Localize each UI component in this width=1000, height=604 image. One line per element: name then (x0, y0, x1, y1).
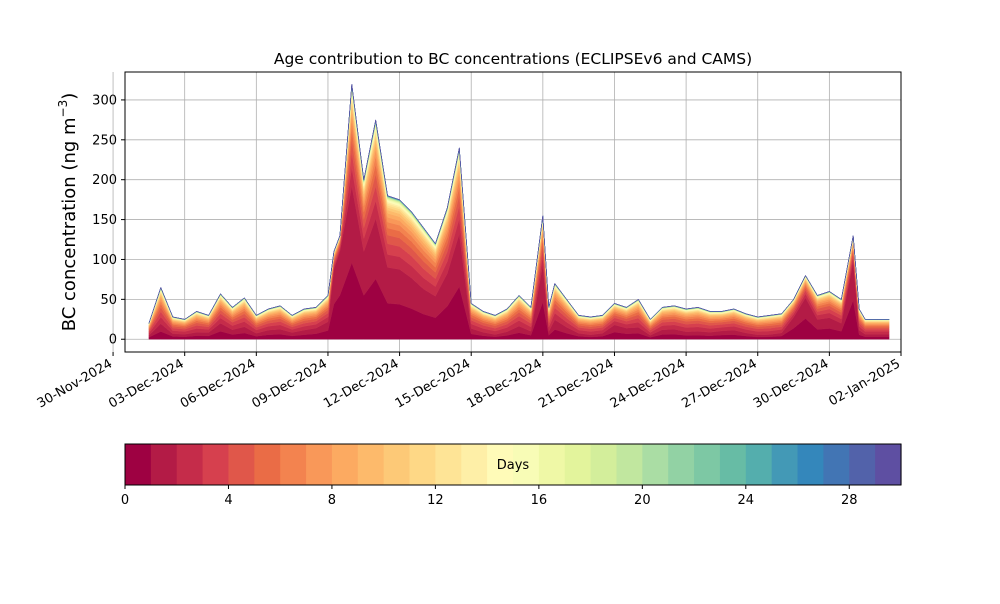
colorbar-swatch-18 (590, 444, 618, 485)
x-tick-label: 21-Dec-2024 (536, 356, 616, 411)
y-tick-label: 250 (92, 133, 117, 148)
colorbar-swatch-29 (875, 444, 902, 485)
y-tick-label: 300 (92, 93, 117, 108)
area-band-day-8 (148, 109, 890, 327)
y-tick-label: 0 (109, 333, 117, 348)
colorbar-swatch-20 (642, 444, 669, 485)
area-band-day-28 (148, 84, 890, 324)
area-band-day-10 (148, 100, 890, 326)
x-tick-label: 27-Dec-2024 (679, 356, 759, 411)
colorbar-tick-label: 16 (531, 493, 548, 508)
x-tick-label: 09-Dec-2024 (250, 356, 330, 411)
colorbar (125, 444, 902, 485)
area-band-day-20 (148, 85, 890, 324)
y-tick-label: 100 (92, 253, 117, 268)
colorbar-swatch-17 (564, 444, 592, 485)
colorbar-swatch-4 (228, 444, 255, 485)
colorbar-swatch-5 (254, 444, 281, 485)
colorbar-swatch-2 (176, 444, 204, 485)
x-tick-label: 06-Dec-2024 (178, 356, 258, 411)
area-band-day-21 (148, 85, 890, 324)
area-band-day-29 (148, 83, 890, 324)
x-tick-label: 30-Dec-2024 (751, 356, 831, 411)
colorbar-swatch-15 (513, 444, 540, 485)
colorbar-swatch-0 (125, 444, 152, 485)
colorbar-swatch-23 (719, 444, 747, 485)
colorbar-swatch-14 (487, 444, 514, 485)
colorbar-swatch-28 (849, 444, 876, 485)
x-tick-label: 18-Dec-2024 (464, 356, 544, 411)
x-tick-label: 24-Dec-2024 (608, 356, 688, 411)
area-band-day-23 (148, 84, 890, 324)
colorbar-swatch-6 (280, 444, 307, 485)
colorbar-tick-label: 8 (328, 493, 336, 508)
colorbar-tick-label: 24 (738, 493, 755, 508)
colorbar-swatch-13 (461, 444, 488, 485)
colorbar-swatch-19 (616, 444, 643, 485)
area-band-day-25 (148, 84, 890, 324)
y-axis: 0 50 100 150 200 250 300 (92, 93, 125, 348)
colorbar-frame (124, 443, 902, 486)
plot-frame (124, 71, 902, 353)
area-band-day-17 (148, 87, 890, 324)
colorbar-swatch-16 (538, 444, 566, 485)
area-band-day-26 (148, 84, 890, 324)
colorbar-swatch-7 (306, 444, 333, 485)
y-tick-label: 200 (92, 173, 117, 188)
x-tick-label: 15-Dec-2024 (393, 356, 473, 411)
colorbar-swatch-1 (150, 444, 178, 485)
colorbar-swatch-10 (383, 444, 411, 485)
area-band-day-22 (148, 85, 890, 324)
area-band-day-12 (148, 95, 890, 325)
colorbar-tick-label: 12 (427, 493, 444, 508)
area-band-day-19 (148, 86, 890, 324)
area-band-day-11 (148, 97, 890, 326)
area-band-day-18 (148, 87, 890, 324)
colorbar-swatch-11 (409, 444, 436, 485)
area-band-day-14 (148, 91, 890, 325)
colorbar-swatch-26 (797, 444, 824, 485)
y-tick-label: 50 (100, 293, 117, 308)
colorbar-swatch-25 (771, 444, 799, 485)
colorbar-ticks: 0 4 8 12 16 20 24 28 (121, 485, 858, 508)
colorbar-swatch-21 (668, 444, 695, 485)
area-band-day-15 (148, 89, 890, 325)
x-tick-label: 03-Dec-2024 (106, 356, 186, 411)
colorbar-tick-label: 0 (121, 493, 129, 508)
x-tick-label: 02-Jan-2025 (826, 356, 903, 409)
colorbar-swatch-24 (745, 444, 773, 485)
x-axis: 30-Nov-202403-Dec-202406-Dec-202409-Dec-… (35, 352, 903, 412)
colorbar-tick-label: 4 (224, 493, 232, 508)
colorbar-swatch-27 (823, 444, 850, 485)
colorbar-swatch-8 (331, 444, 359, 485)
y-tick-label: 150 (92, 213, 117, 228)
area-band-day-9 (148, 104, 890, 327)
area-band-day-24 (148, 84, 890, 324)
chart-title: Age contribution to BC concentrations (E… (274, 50, 752, 68)
y-axis-label: BC concentration (ng m−3) (56, 93, 80, 332)
area-band-day-13 (148, 92, 890, 325)
colorbar-swatch-22 (694, 444, 721, 485)
x-tick-label: 12-Dec-2024 (321, 356, 401, 411)
plot-area (112, 72, 902, 352)
colorbar-tick-label: 20 (634, 493, 651, 508)
area-band-day-16 (148, 88, 890, 325)
colorbar-swatch-9 (357, 444, 385, 485)
colorbar-swatch-3 (202, 444, 230, 485)
colorbar-label: Days (497, 458, 530, 473)
x-tick-label: 30-Nov-2024 (35, 356, 115, 411)
colorbar-swatch-12 (435, 444, 462, 485)
colorbar-tick-label: 28 (841, 493, 858, 508)
area-band-day-27 (148, 84, 890, 324)
